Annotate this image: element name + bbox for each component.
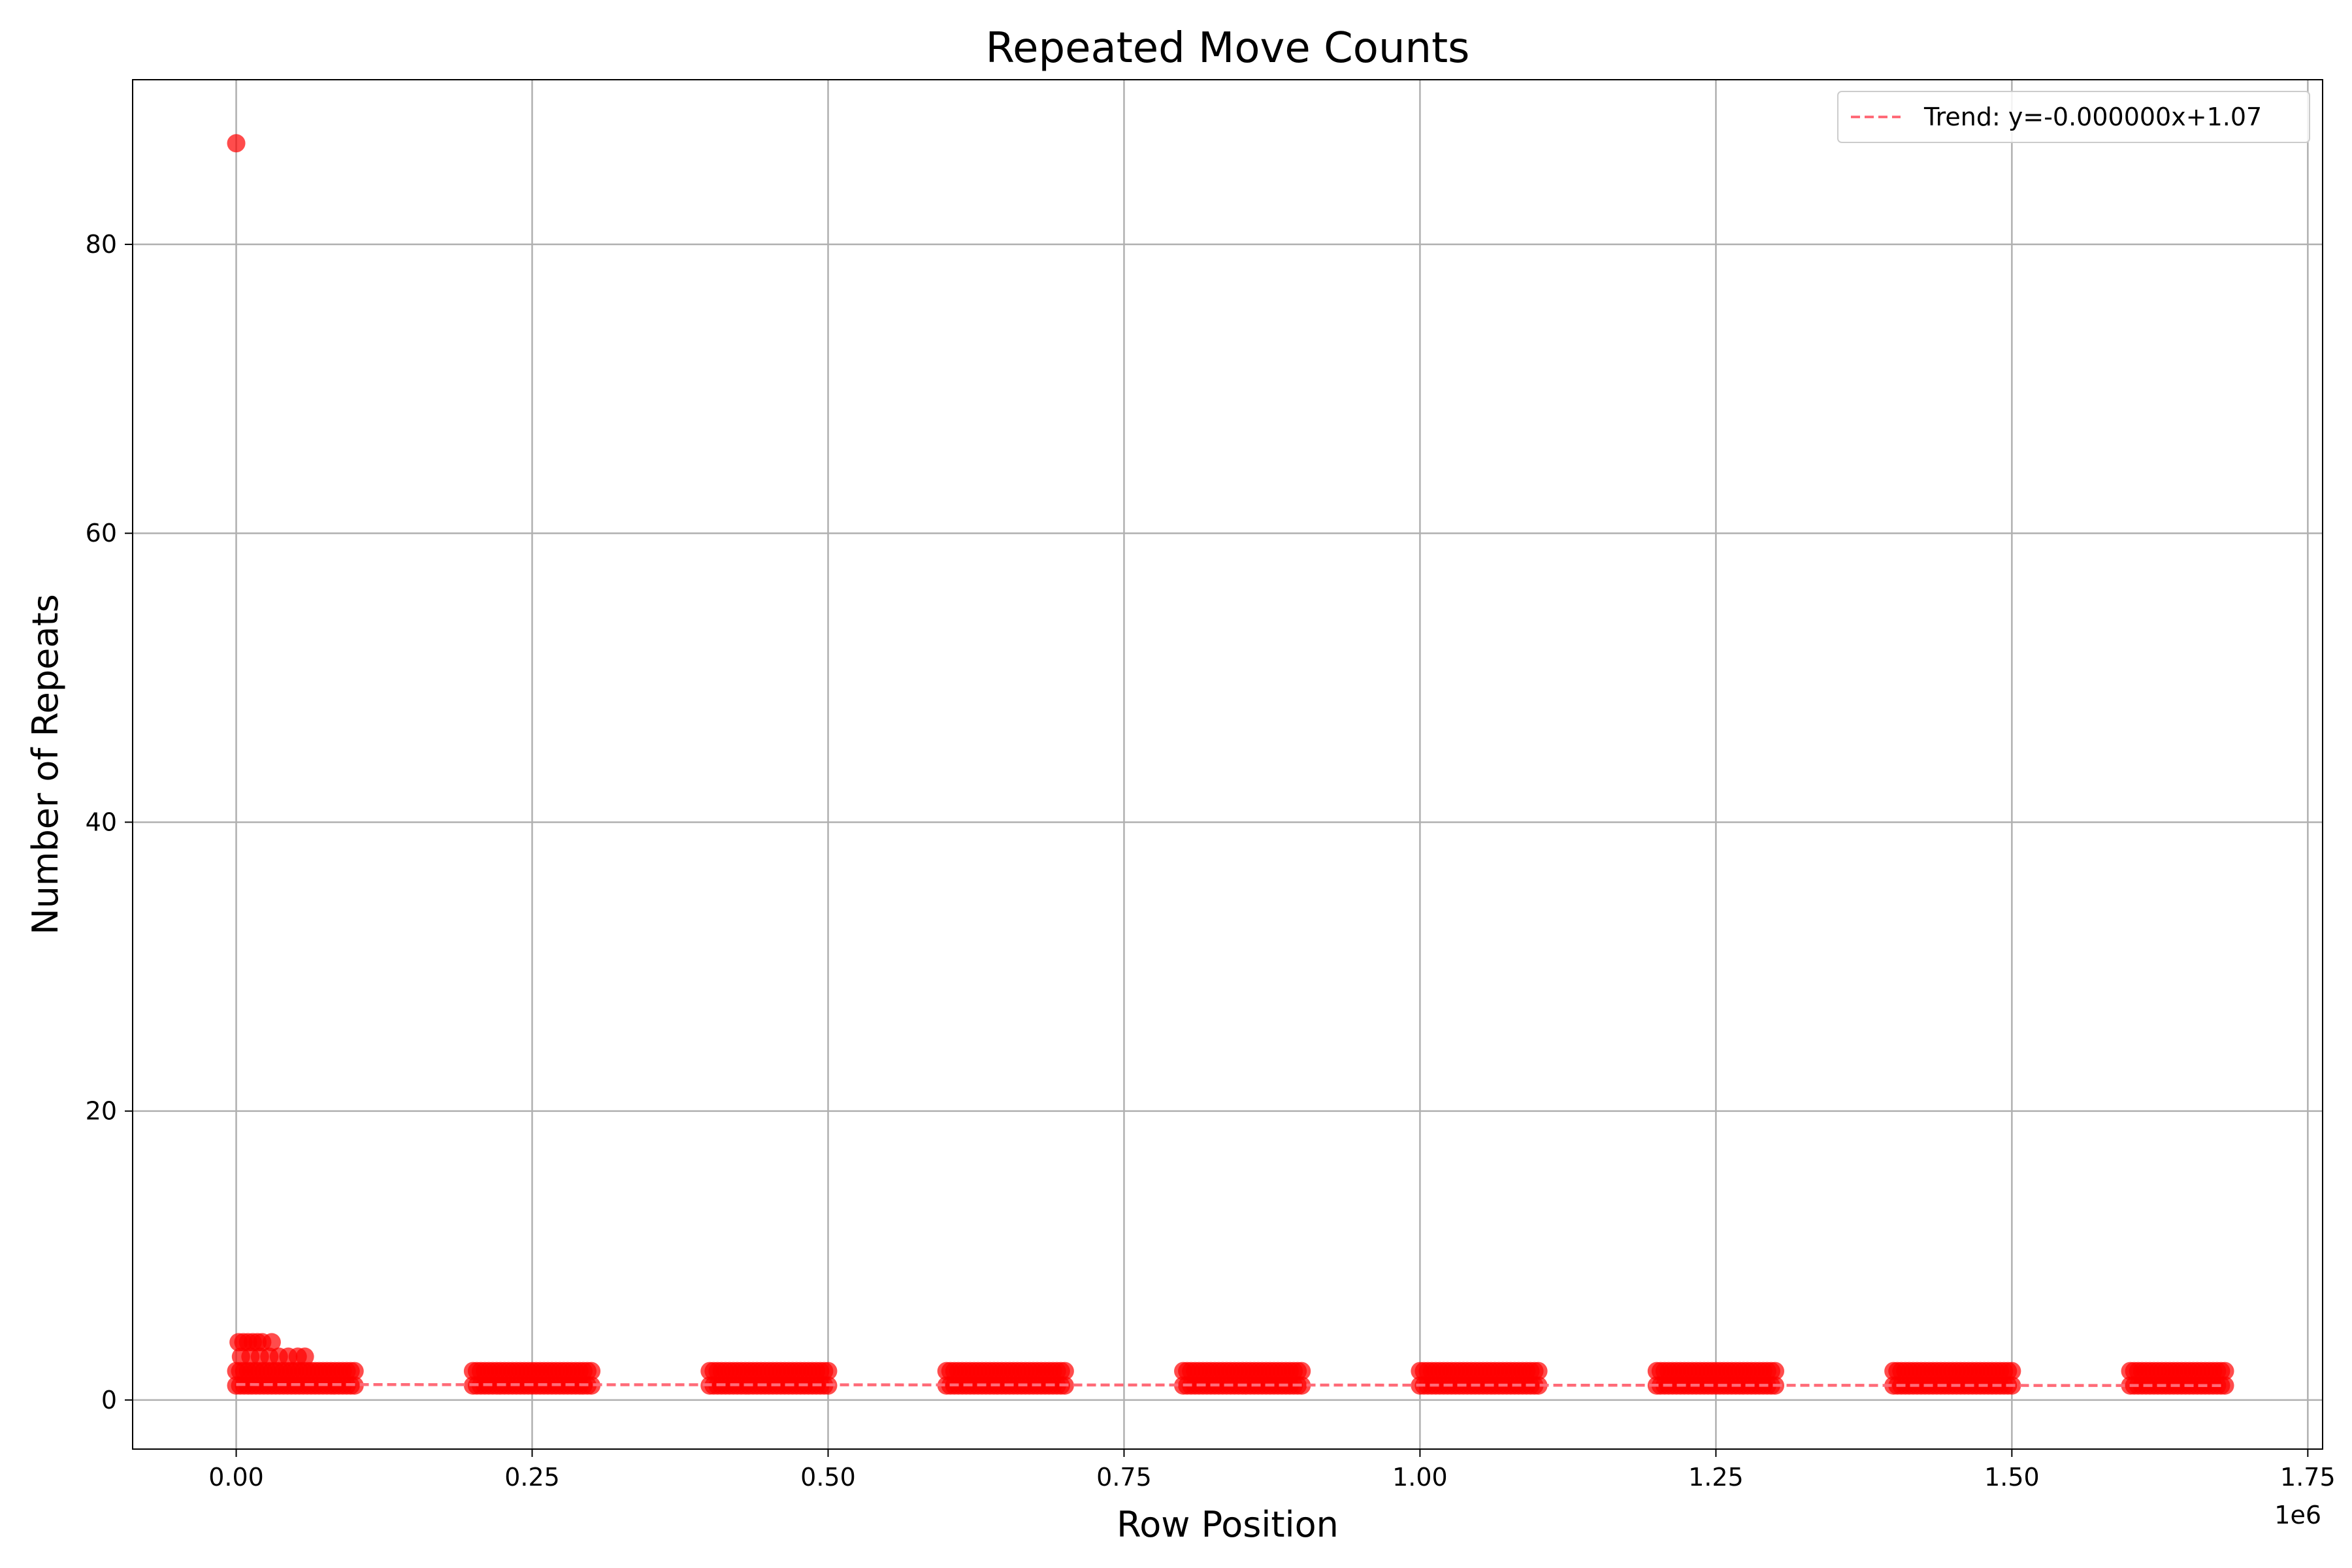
point-cluster <box>1174 1362 1311 1395</box>
y-tick-label: 60 <box>86 519 117 547</box>
data-point <box>262 1333 281 1352</box>
point-cluster <box>227 1362 364 1395</box>
y-tick-label: 80 <box>86 230 117 259</box>
legend-box <box>1837 91 2310 143</box>
y-tick-label: 40 <box>86 808 117 836</box>
data-point <box>2215 1376 2234 1395</box>
data-point <box>345 1362 364 1380</box>
data-point <box>2215 1362 2234 1380</box>
point-cluster <box>2121 1362 2234 1395</box>
data-point <box>1055 1362 1074 1380</box>
y-axis-label: Number of Repeats <box>25 594 66 935</box>
data-point <box>582 1362 601 1380</box>
data-point <box>1292 1362 1311 1380</box>
data-point <box>1529 1376 1548 1395</box>
point-cluster <box>463 1362 601 1395</box>
data-point <box>1529 1362 1548 1380</box>
data-point <box>819 1362 838 1380</box>
chart-title: Repeated Move Counts <box>986 24 1470 73</box>
x-tick-label: 0.25 <box>504 1463 560 1492</box>
point-cluster <box>700 1362 838 1395</box>
data-point <box>2002 1362 2021 1380</box>
x-tick-label: 1.00 <box>1392 1463 1448 1492</box>
x-tick-label: 1.50 <box>1984 1463 2040 1492</box>
y-tick-label: 20 <box>86 1097 117 1126</box>
x-axis-label: Row Position <box>1117 1504 1339 1545</box>
legend-entry-trend: Trend: y=-0.000000x+1.07 <box>1923 103 2262 131</box>
point-cluster <box>1647 1362 1784 1395</box>
data-point <box>295 1347 314 1366</box>
point-cluster <box>1411 1362 1548 1395</box>
x-tick-label: 1.75 <box>2280 1463 2336 1492</box>
axis-ticks: 0.00 0.25 0.50 0.75 1.00 1.25 1.50 1.75 0 20 40 60 8… <box>86 230 2336 1492</box>
legend: Trend: y=-0.000000x+1.07 <box>1837 91 2310 143</box>
grid-lines <box>133 80 2323 1449</box>
point-cluster <box>1884 1362 2021 1395</box>
x-tick-label: 0.75 <box>1096 1463 1152 1492</box>
trend-line-layer <box>236 1382 2225 1387</box>
x-axis-offset-label: 1e6 <box>2274 1501 2321 1529</box>
trend-line <box>236 1382 2225 1387</box>
y-tick-label: 0 <box>101 1386 117 1414</box>
data-point <box>1766 1362 1784 1380</box>
x-tick-label: 1.25 <box>1688 1463 1744 1492</box>
data-point <box>582 1376 601 1395</box>
plot-frame <box>132 79 2323 1450</box>
x-tick-label: 0.00 <box>208 1463 264 1492</box>
data-point <box>227 134 246 153</box>
point-cluster <box>937 1362 1074 1395</box>
x-tick-label: 0.50 <box>800 1463 856 1492</box>
